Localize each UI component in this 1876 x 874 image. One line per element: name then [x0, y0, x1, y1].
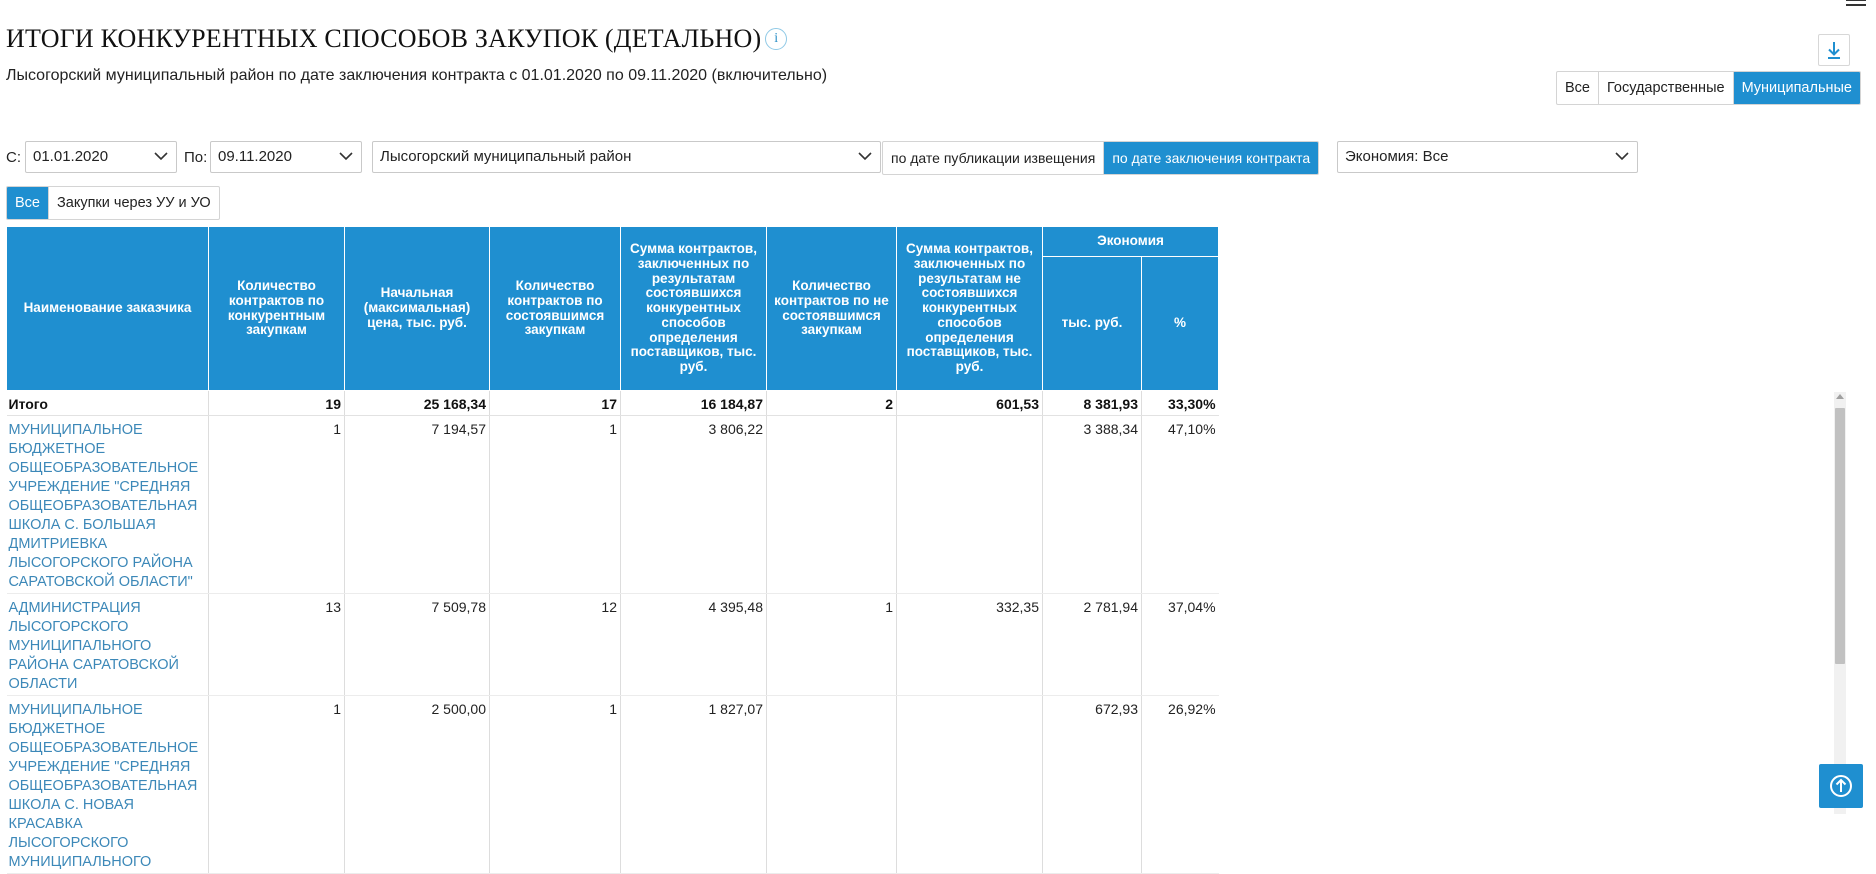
- header-count-competitive[interactable]: Количество контрактов по конкурентным за…: [208, 226, 345, 391]
- cell-count-held: 1: [489, 695, 621, 874]
- cell-economy-pct: 37,04%: [1140, 593, 1219, 696]
- scope-filter: Все Государственные Муниципальные: [1556, 71, 1861, 105]
- cell-economy-pct: 26,92%: [1140, 695, 1219, 874]
- cell-sum-held: 1 827,07: [620, 695, 767, 874]
- total-count-competitive: 19: [208, 390, 345, 416]
- page-subtitle: Лысогорский муниципальный район по дате …: [6, 67, 828, 84]
- chevron-down-icon: [858, 152, 872, 161]
- buyer-filter: Все Закупки через УУ и УО: [6, 186, 220, 220]
- header-count-not-held[interactable]: Количество контрактов по не состоявшимся…: [766, 226, 897, 391]
- header-initial-price[interactable]: Начальная (максимальная) цена, тыс. руб.: [344, 226, 490, 391]
- cell-count-not-held: [766, 415, 897, 594]
- header-sum-held[interactable]: Сумма контрактов, заключенных по результ…: [620, 226, 767, 391]
- date-mode-filter: по дате публикации извещения по дате зак…: [882, 141, 1320, 175]
- cell-initial-price: 7 509,78: [344, 593, 490, 696]
- scroll-to-top-button[interactable]: [1819, 764, 1863, 808]
- chevron-down-icon: [339, 152, 353, 161]
- cell-sum-held: 3 806,22: [620, 415, 767, 594]
- cell-count-competitive: 1: [208, 695, 345, 874]
- scope-option-municipal[interactable]: Муниципальные: [1733, 72, 1860, 104]
- cell-count-competitive: 13: [208, 593, 345, 696]
- total-count-held: 17: [489, 390, 621, 416]
- total-sum-not-held: 601,53: [896, 390, 1043, 416]
- table-scrollbar[interactable]: [1834, 392, 1846, 814]
- arrow-up-circle-icon: [1830, 775, 1852, 797]
- table-row: МУНИЦИПАЛЬНОЕ БЮДЖЕТНОЕ ОБЩЕОБРАЗОВАТЕЛЬ…: [6, 415, 1219, 594]
- total-initial-price: 25 168,34: [344, 390, 490, 416]
- header-count-held[interactable]: Количество контрактов по состоявшимся за…: [489, 226, 621, 391]
- to-date-select[interactable]: 09.11.2020: [210, 141, 362, 173]
- customer-link[interactable]: АДМИНИСТРАЦИЯ ЛЫСОГОРСКОГО МУНИЦИПАЛЬНОГ…: [8, 600, 179, 692]
- table-row: МУНИЦИПАЛЬНОЕ БЮДЖЕТНОЕ ОБЩЕОБРАЗОВАТЕЛЬ…: [6, 695, 1219, 874]
- from-date-select[interactable]: 01.01.2020: [25, 141, 177, 173]
- cell-count-held: 1: [489, 415, 621, 594]
- cell-economy-rub: 672,93: [1042, 695, 1142, 874]
- total-count-not-held: 2: [766, 390, 897, 416]
- scope-option-all[interactable]: Все: [1557, 72, 1599, 104]
- to-date-value: 09.11.2020: [218, 148, 292, 165]
- cell-economy-rub: 3 388,34: [1042, 415, 1142, 594]
- date-mode-publication[interactable]: по дате публикации извещения: [883, 142, 1105, 174]
- total-row: Итого 19 25 168,34 17 16 184,87 2 601,53…: [6, 390, 1219, 416]
- cell-count-not-held: [766, 695, 897, 874]
- download-button[interactable]: [1818, 34, 1850, 66]
- cell-count-competitive: 1: [208, 415, 345, 594]
- cell-initial-price: 7 194,57: [344, 415, 490, 594]
- header-economy: Экономия: [1041, 226, 1220, 257]
- scope-option-state[interactable]: Государственные: [1599, 72, 1734, 104]
- region-value: Лысогорский муниципальный район: [380, 148, 632, 165]
- economy-value: Экономия: Все: [1345, 148, 1449, 165]
- customer-link[interactable]: МУНИЦИПАЛЬНОЕ БЮДЖЕТНОЕ ОБЩЕОБРАЗОВАТЕЛЬ…: [8, 422, 199, 590]
- region-select[interactable]: Лысогорский муниципальный район: [372, 141, 881, 173]
- total-economy-pct: 33,30%: [1140, 390, 1219, 416]
- cell-count-not-held: 1: [766, 593, 897, 696]
- cell-economy-rub: 2 781,94: [1042, 593, 1142, 696]
- page-title: ИТОГИ КОНКУРЕНТНЫХ СПОСОБОВ ЗАКУПОК (ДЕТ…: [6, 24, 788, 54]
- cell-sum-not-held: [896, 415, 1043, 594]
- economy-select[interactable]: Экономия: Все: [1337, 141, 1638, 173]
- header-economy-pct[interactable]: %: [1140, 256, 1220, 391]
- scroll-up-arrow-icon[interactable]: [1836, 394, 1844, 399]
- header-name[interactable]: Наименование заказчика: [6, 226, 209, 391]
- cell-sum-held: 4 395,48: [620, 593, 767, 696]
- total-name: Итого: [6, 390, 209, 416]
- results-table: Наименование заказчика Количество контра…: [6, 226, 1220, 874]
- filters-row: С: 01.01.2020 По: 09.11.2020 Лысогорский…: [6, 141, 1638, 175]
- chevron-down-icon: [154, 152, 168, 161]
- info-icon[interactable]: i: [765, 28, 788, 51]
- chevron-down-icon: [1615, 152, 1629, 161]
- cell-sum-not-held: 332,35: [896, 593, 1043, 696]
- customer-link[interactable]: МУНИЦИПАЛЬНОЕ БЮДЖЕТНОЕ ОБЩЕОБРАЗОВАТЕЛЬ…: [8, 702, 199, 870]
- scrollbar-thumb[interactable]: [1835, 408, 1845, 664]
- menu-icon[interactable]: [1846, 0, 1866, 8]
- buyer-option-all[interactable]: Все: [7, 187, 49, 219]
- from-label: С:: [6, 149, 21, 166]
- header-economy-rub[interactable]: тыс. руб.: [1042, 256, 1142, 391]
- from-date-value: 01.01.2020: [33, 148, 109, 165]
- buyer-option-uu-uo[interactable]: Закупки через УУ и УО: [57, 195, 211, 211]
- table-row: АДМИНИСТРАЦИЯ ЛЫСОГОРСКОГО МУНИЦИПАЛЬНОГ…: [6, 593, 1219, 696]
- total-economy-rub: 8 381,93: [1042, 390, 1142, 416]
- cell-count-held: 12: [489, 593, 621, 696]
- cell-sum-not-held: [896, 695, 1043, 874]
- cell-initial-price: 2 500,00: [344, 695, 490, 874]
- download-icon: [1828, 42, 1840, 59]
- page-title-text: ИТОГИ КОНКУРЕНТНЫХ СПОСОБОВ ЗАКУПОК (ДЕТ…: [6, 24, 762, 53]
- total-sum-held: 16 184,87: [620, 390, 767, 416]
- cell-economy-pct: 47,10%: [1140, 415, 1219, 594]
- header-sum-not-held[interactable]: Сумма контрактов, заключенных по результ…: [896, 226, 1043, 391]
- to-label: По:: [184, 149, 208, 166]
- date-mode-contract[interactable]: по дате заключения контракта: [1104, 142, 1319, 174]
